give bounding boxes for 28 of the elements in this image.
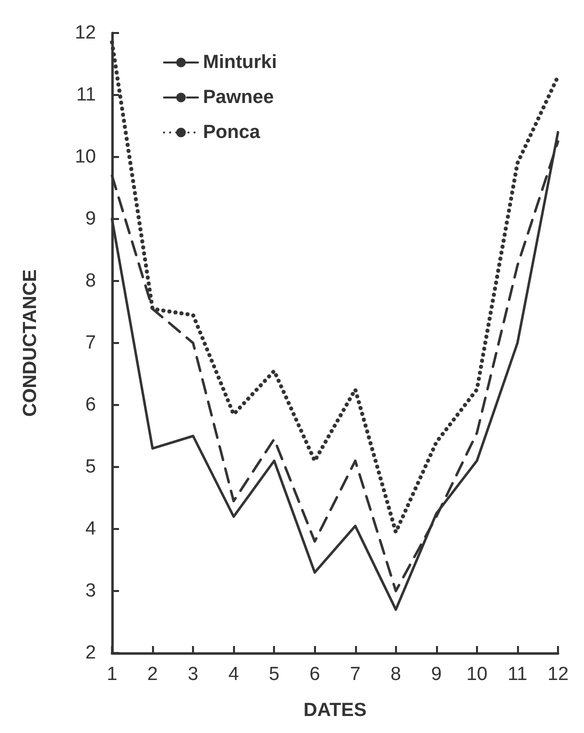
y-tick-label: 7: [85, 332, 96, 354]
x-tick-label: 8: [390, 664, 402, 685]
y-tick-label: 6: [85, 394, 96, 416]
y-tick-label: 8: [85, 270, 96, 292]
x-tick-label: 10: [466, 664, 488, 685]
y-tick-label: 10: [74, 146, 96, 168]
y-tick-label: 2: [85, 642, 96, 664]
y-tick-label: 12: [74, 22, 96, 44]
x-tick-label: 9: [431, 664, 442, 685]
y-tick-label: 5: [85, 456, 96, 478]
x-axis-title: DATES: [304, 700, 366, 721]
legend-label: Ponca: [203, 122, 260, 143]
x-tick-label: 5: [268, 664, 280, 685]
x-tick-label: 3: [188, 664, 198, 685]
x-tick-label: 1: [106, 664, 118, 685]
y-axis-title: CONDUCTANCE: [20, 269, 41, 417]
legend-label: Minturki: [203, 52, 277, 73]
y-tick-label: 9: [85, 208, 96, 230]
y-tick-label: 4: [85, 518, 96, 540]
x-tick-label: 2: [147, 664, 158, 685]
x-tick-label: 11: [508, 664, 528, 685]
x-tick-label: 4: [228, 664, 240, 685]
y-tick-label: 11: [76, 84, 96, 106]
legend-label: Pawnee: [203, 87, 274, 108]
x-tick-label: 7: [350, 664, 361, 685]
x-tick-label: 6: [309, 664, 320, 685]
y-tick-label: 3: [85, 580, 96, 602]
x-tick-label: 12: [547, 664, 569, 685]
